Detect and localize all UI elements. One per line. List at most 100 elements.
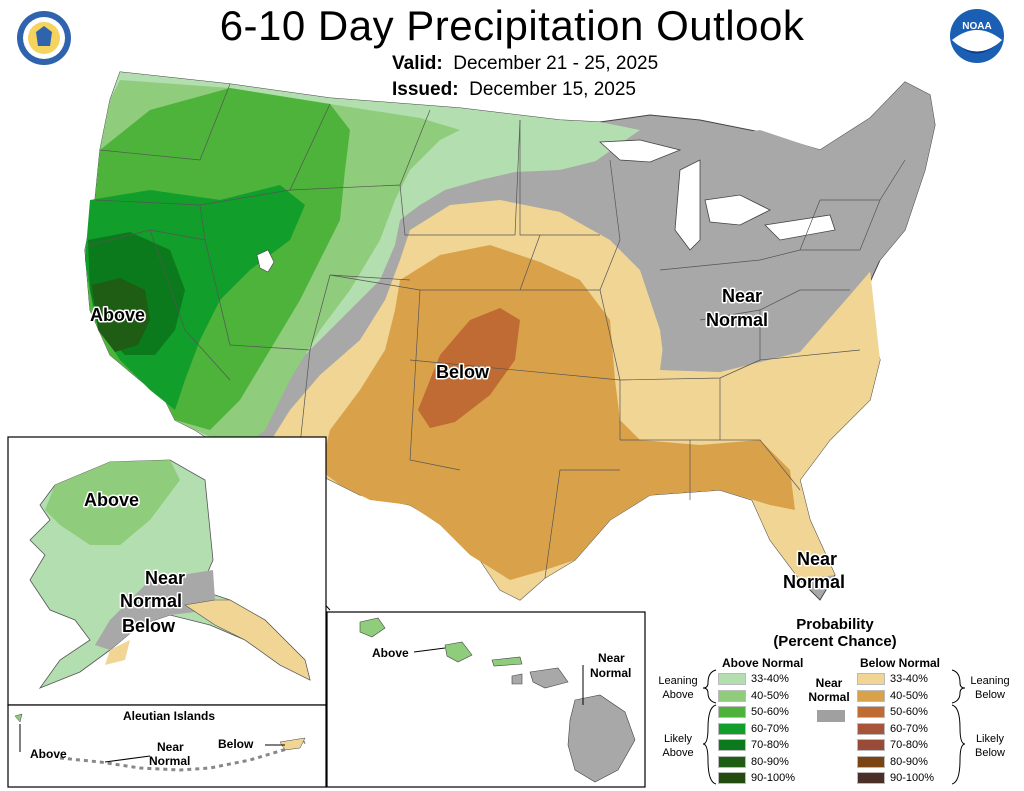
legend-below-swatch [857,739,885,752]
big-island [567,694,636,783]
legend-above-range-label: 50-60% [751,706,789,719]
legend-below-row: 90-100% [857,770,934,787]
legend-below-swatch [857,755,885,768]
legend-above-rows: 33-40% 40-50% 50-60% 60-70% 70-80% 80-90% 90-1… [718,671,795,787]
legend-below-row: 60-70% [857,721,934,738]
leaning-above-2: Above [662,689,694,701]
legend-below-range-label: 80-90% [890,755,928,768]
aleutian-title: Aleutian Islands [123,709,215,723]
legend-above-swatch [718,673,746,686]
conus-above-label: Above [90,305,145,325]
likely-above-2: Above [662,747,694,759]
aleutian-below-label: Below [218,737,254,751]
near-head-1: Near [815,676,843,690]
ak-near-label-1: Near [145,568,185,588]
legend-title-1: Probability [796,616,874,633]
ak-above-label: Above [84,490,139,510]
hi-near-label-1: Near [598,651,625,665]
legend-below-swatch [857,722,885,735]
above-80-90-region [92,278,150,352]
valid-dates: Valid: December 21 - 25, 2025 [392,53,658,75]
likely-above-1: Likely [663,733,693,745]
legend-above-row: 40-50% [718,688,795,705]
legend-below-range-label: 33-40% [890,673,928,686]
legend-above-row: 70-80% [718,737,795,754]
legend-above-row: 80-90% [718,754,795,771]
legend-below-range-label: 40-50% [890,689,928,702]
below-50-60-region [418,308,520,428]
near-normal-ne-region [500,82,935,372]
maui [529,667,569,689]
legend-above-range-label: 80-90% [751,755,789,768]
legend-below-swatch [857,706,885,719]
legend-brace-above [702,669,717,785]
likely-below-1: Likely [975,733,1005,745]
legend-below-range-label: 70-80% [890,739,928,752]
ak-below-label: Below [122,616,176,636]
noaa-logo-text: NOAA [962,21,991,32]
below-40-50-region [320,245,795,580]
aleutian-near-label-1: Near [157,740,184,754]
legend-above-row: 33-40% [718,671,795,688]
legend-above-swatch [718,689,746,702]
leaning-below-1: Leaning [970,675,1010,687]
legend-below-rows: 33-40% 40-50% 50-60% 60-70% 70-80% 80-90% 90-1… [857,671,934,787]
kauai [359,617,386,638]
legend-below-range-label: 60-70% [890,722,928,735]
legend-above-swatch [718,755,746,768]
conus-near-ne-label-2: Normal [706,310,768,330]
legend-above-range-label: 90-100% [751,772,796,785]
alaska-inset: Above Near Normal Below [7,436,331,706]
issued-label: Issued: [392,79,459,100]
state-boundaries [89,83,906,579]
legend-below-row: 40-50% [857,688,934,705]
lanai [511,673,523,685]
legend-title-2: (Percent Chance) [773,633,897,650]
legend-below-row: 70-80% [857,737,934,754]
likely-below-2: Below [975,747,1005,759]
aleutian-above-label: Above [30,747,67,761]
great-salt-lake [256,249,275,273]
legend-above-swatch [718,772,746,785]
legend-likely-above: Likely Above [656,732,700,760]
valid-label: Valid: [392,53,443,74]
noaa-logo-icon: NOAA [950,9,1004,63]
aleutian-inset: Aleutian Islands Above Near Normal Below [7,704,327,788]
legend-below-row: 50-60% [857,704,934,721]
molokai [491,656,523,667]
legend-leaning-above: Leaning Above [656,674,700,702]
legend-below-swatch [857,689,885,702]
conus-near-fl-label-2: Normal [783,572,845,592]
legend-above-range-label: 33-40% [751,673,789,686]
aleutian-near-label-2: Normal [149,754,190,768]
legend-brace-below [951,669,966,785]
conus-near-fl-label-1: Near [797,549,837,569]
oahu [444,641,473,663]
legend-below-row: 80-90% [857,754,934,771]
ak-near-label-2: Normal [120,591,182,611]
legend-above-row: 60-70% [718,721,795,738]
leaning-above-1: Leaning [658,675,698,687]
legend-near-swatch [817,710,845,722]
leaning-below-2: Below [975,689,1005,701]
legend-below-range-label: 50-60% [890,706,928,719]
legend-above-swatch [718,722,746,735]
hawaii-inset: Above Near Normal [326,611,646,788]
great-lakes [599,139,836,251]
legend-title: Probability (Percent Chance) [740,616,930,650]
hi-above-label: Above [372,646,409,660]
legend-above-range-label: 60-70% [751,722,789,735]
conus-near-ne-label-1: Near [722,286,762,306]
alaska-near-normal [95,570,215,650]
alaska-below [184,599,311,681]
issued-value: December 15, 2025 [469,79,636,100]
alaska-below-sw [105,640,130,665]
issued-date: Issued: December 15, 2025 [392,79,636,101]
legend-near-head: Near Normal [804,676,854,704]
legend-leaning-below: Leaning Below [968,674,1012,702]
legend-above-head: Above Normal [722,656,804,670]
legend-above-range-label: 40-50% [751,689,789,702]
seal-icon [17,11,71,65]
alaska-above-40-50 [45,460,180,545]
